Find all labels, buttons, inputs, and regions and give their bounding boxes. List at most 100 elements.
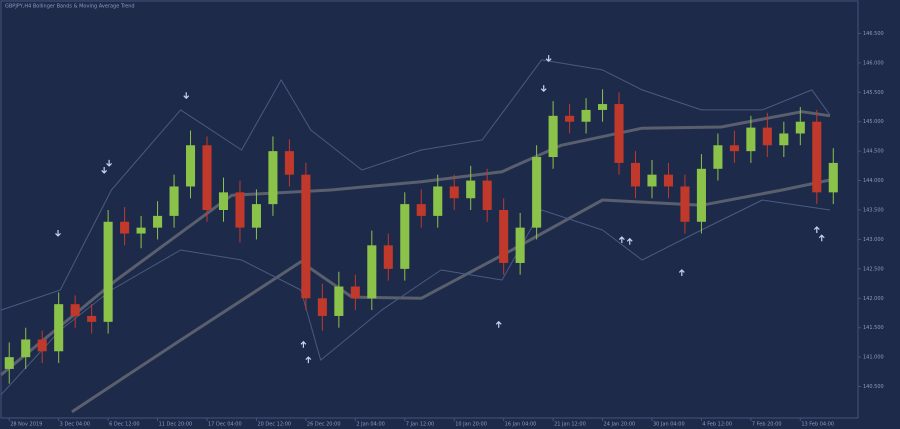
x-tick-label: 20 Dec 12:00: [257, 422, 291, 428]
candle-body: [87, 315, 97, 322]
candle-body: [153, 215, 163, 228]
candle-body: [284, 151, 294, 175]
x-tick-label: 6 Dec 12:00: [109, 422, 139, 428]
y-tick-label: 142.000: [863, 296, 884, 302]
candle-body: [433, 186, 443, 216]
candle-body: [169, 186, 179, 216]
candle-body: [680, 186, 690, 222]
candle-body: [235, 192, 245, 228]
candle-body: [713, 145, 723, 169]
x-tick-label: 21 Jan 12:00: [554, 422, 586, 428]
candle-body: [120, 221, 130, 234]
overlay-line: [0, 110, 831, 376]
candle-body: [218, 192, 229, 210]
signal-arrow-up: [495, 320, 502, 328]
candle-body: [466, 180, 476, 199]
signal-arrow-up: [626, 237, 633, 245]
y-tick-label: 145.000: [863, 119, 884, 125]
y-tick-label: 143.000: [863, 237, 884, 243]
y-tick-label: 141.500: [863, 325, 884, 331]
candle-body: [482, 180, 492, 210]
candle-body: [334, 286, 344, 316]
candle-body: [251, 204, 261, 228]
candle-body: [532, 157, 542, 228]
candle-body: [383, 245, 393, 269]
candle-body: [565, 115, 575, 122]
x-tick-label: 2 Jan 04:00: [356, 422, 384, 428]
y-tick-label: 144.000: [863, 178, 884, 184]
candle-body: [663, 174, 674, 187]
signal-arrow-up: [618, 236, 625, 244]
candle-body: [4, 357, 14, 369]
signal-arrow-down: [101, 166, 108, 174]
candle-body: [301, 174, 311, 299]
chart-title: GBPJPY,H4 Bollinger Bands & Moving Avera…: [5, 4, 135, 10]
x-tick-label: 30 Jan 04:00: [653, 422, 685, 428]
candle-body: [185, 145, 196, 187]
candle-body: [367, 245, 377, 299]
candle-body: [37, 339, 47, 352]
candle-body: [54, 304, 64, 352]
y-tick-label: 142.500: [863, 266, 884, 272]
y-tick-label: 145.500: [863, 90, 884, 96]
candle-body: [696, 168, 706, 222]
candle-body: [449, 186, 459, 199]
x-tick-label: 24 Jan 20:00: [604, 422, 636, 428]
candle-body: [828, 162, 838, 193]
candle-body: [416, 204, 426, 216]
x-tick-label: 7 Feb 20:00: [752, 422, 782, 428]
y-tick-label: 146.000: [863, 60, 884, 66]
x-tick-label: 4 Feb 12:00: [702, 422, 732, 428]
candle-body: [400, 204, 410, 269]
y-tick-label: 140.500: [863, 384, 884, 390]
candle-body: [812, 121, 822, 193]
signal-arrow-up: [678, 269, 685, 276]
signal-arrow-down: [55, 229, 61, 237]
signal-arrow-down: [106, 159, 113, 167]
x-tick-label: 17 Dec 04:00: [208, 422, 242, 428]
candle-body: [762, 127, 772, 146]
y-tick-label: 141.000: [863, 355, 884, 361]
y-tick-label: 144.500: [863, 149, 884, 155]
candle-body: [202, 145, 212, 210]
candle-body: [746, 127, 756, 152]
candle-body: [350, 286, 360, 299]
overlay-line: [0, 199, 831, 396]
signal-arrow-down: [183, 92, 190, 100]
candle-body: [70, 304, 80, 316]
signal-arrow-up: [813, 226, 820, 234]
x-tick-label: 11 Dec 20:00: [159, 422, 193, 428]
candle-body: [548, 115, 558, 158]
overlay-line: [0, 59, 831, 311]
candle-body: [515, 227, 525, 263]
candle-body: [136, 227, 146, 234]
candle-body: [614, 104, 624, 163]
candle-body: [317, 298, 327, 316]
candle-body: [21, 339, 31, 358]
x-tick-label: 13 Feb 04:00: [801, 422, 834, 428]
signal-arrow-up: [818, 234, 825, 242]
candle-body: [598, 104, 608, 110]
signal-arrow-up: [305, 356, 312, 364]
x-tick-label: 28 Nov 2019: [10, 422, 42, 428]
signal-arrow-down: [540, 85, 547, 93]
x-tick-label: 3 Dec 04:00: [60, 422, 90, 428]
candle-body: [795, 121, 805, 134]
signal-arrow-up: [300, 340, 307, 348]
x-tick-label: 16 Jan 04:00: [505, 422, 537, 428]
candle-body: [268, 151, 278, 205]
candle-body: [581, 109, 591, 122]
candle-body: [729, 145, 739, 152]
candle-body: [103, 221, 113, 322]
x-tick-label: 26 Dec 20:00: [307, 422, 341, 428]
x-tick-label: 7 Jan 12:00: [406, 422, 434, 428]
y-tick-label: 146.500: [863, 31, 884, 37]
candle-body: [779, 133, 789, 146]
signal-arrow-down: [545, 55, 552, 62]
y-tick-label: 143.500: [863, 208, 884, 214]
candle-body: [630, 162, 641, 187]
candle-body: [647, 174, 657, 187]
candle-body: [499, 210, 509, 263]
